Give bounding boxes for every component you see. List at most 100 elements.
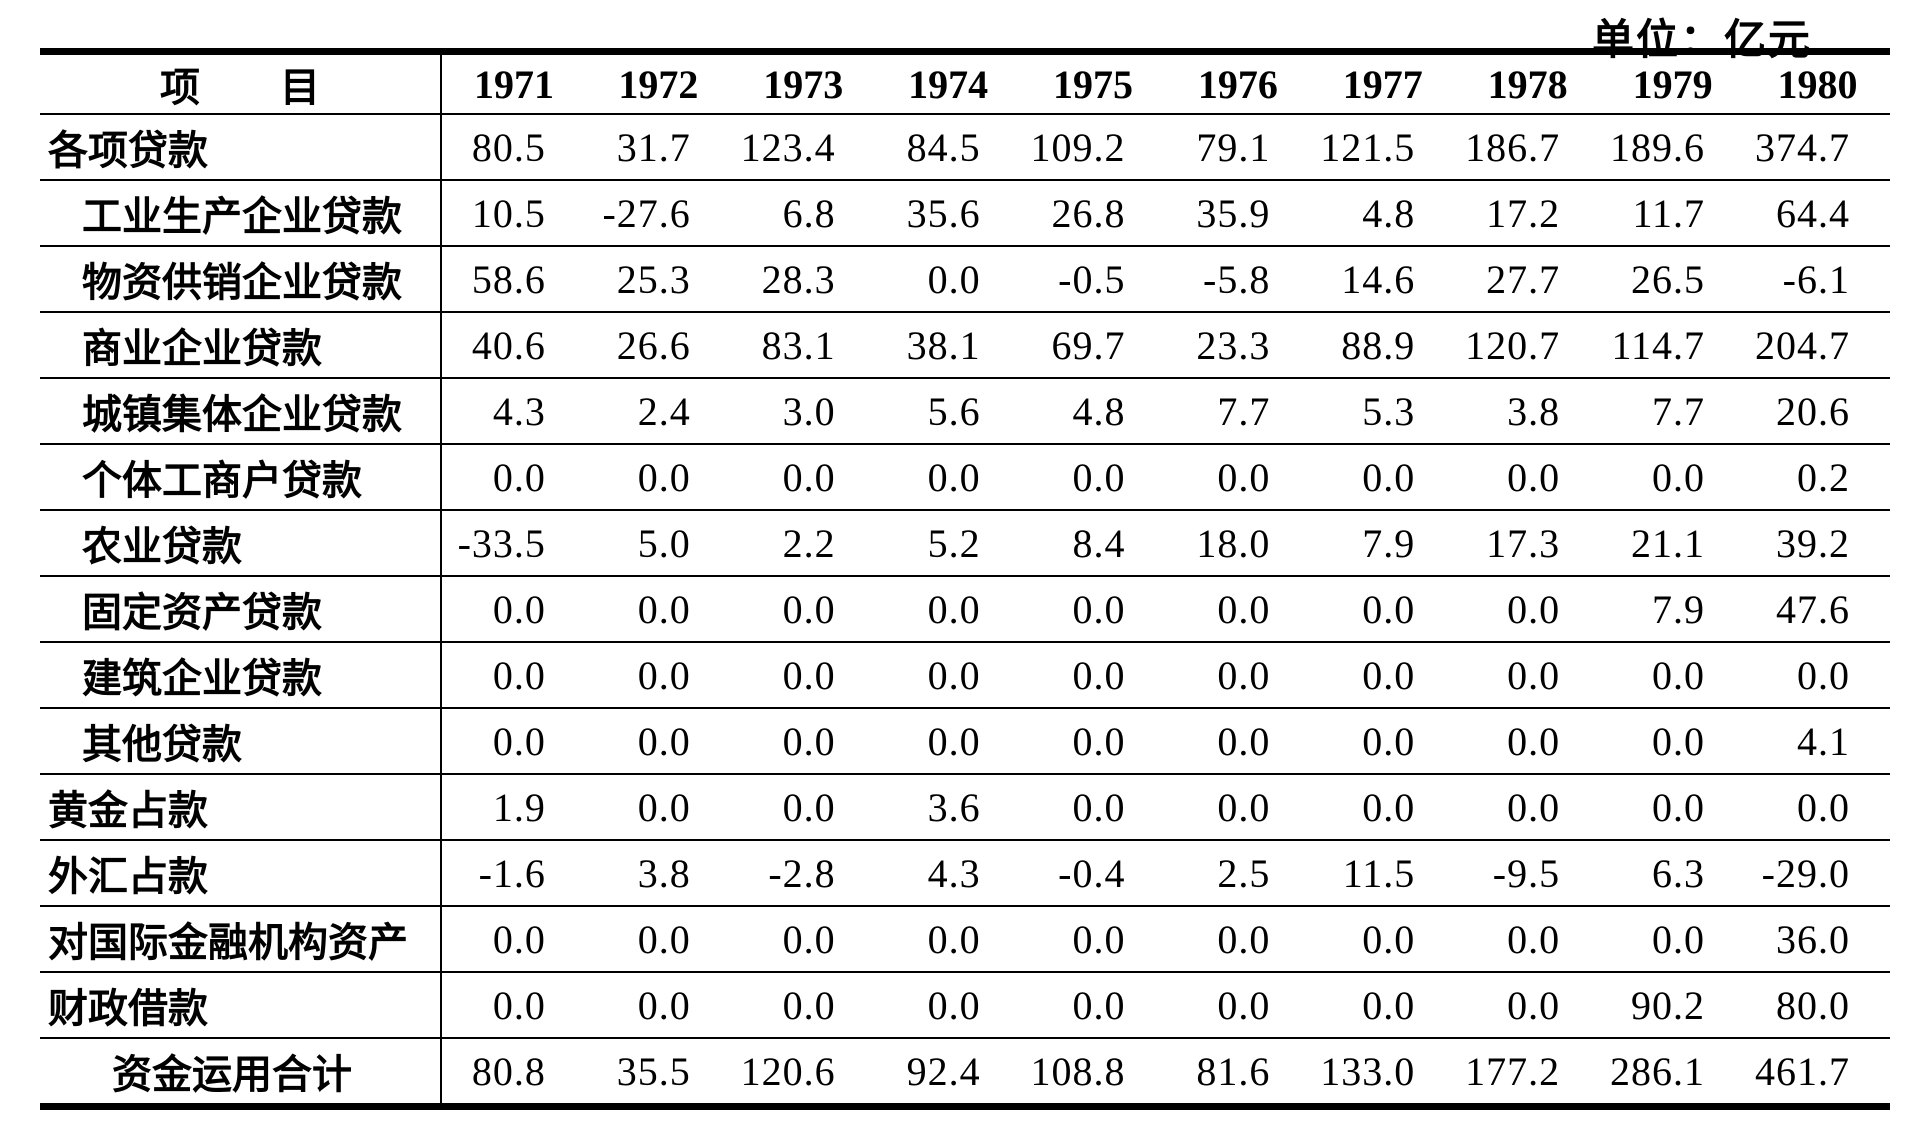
value-cell: 83.1 — [730, 312, 876, 379]
value-cell: 0.0 — [730, 774, 876, 841]
value-cell: 0.0 — [1310, 972, 1456, 1039]
value-cell: 64.4 — [1745, 180, 1890, 247]
value-cell: 123.4 — [730, 114, 876, 181]
value-cell: 0.0 — [585, 774, 731, 841]
value-cell: -33.5 — [441, 510, 586, 577]
value-cell: 0.0 — [1455, 576, 1601, 643]
value-cell: 0.0 — [1600, 774, 1746, 841]
value-cell: 20.6 — [1745, 378, 1890, 445]
item-column-header: 项 目 — [40, 51, 442, 115]
value-cell: 374.7 — [1745, 114, 1890, 181]
table-row: 工业生产企业贷款 10.5 -27.6 6.8 35.6 26.8 35.9 4.8 17.2 1… — [40, 180, 1890, 247]
value-cell: 0.0 — [1455, 444, 1601, 511]
row-label: 黄金占款 — [40, 774, 442, 841]
value-cell: 0.0 — [441, 576, 586, 643]
table-row: 物资供销企业贷款 58.6 25.3 28.3 0.0 -0.5 -5.8 14.6 27.7 2… — [40, 246, 1890, 313]
table-row: 建筑企业贷款 0.0 0.0 0.0 0.0 0.0 0.0 0.0 0.0 0.0 0.0 — [40, 642, 1890, 709]
value-cell: 0.0 — [585, 642, 731, 709]
row-label: 资金运用合计 — [40, 1038, 442, 1108]
value-cell: 0.0 — [875, 642, 1021, 709]
row-label: 对国际金融机构资产 — [40, 906, 442, 973]
value-cell: 0.0 — [1165, 642, 1311, 709]
table-row: 个体工商户贷款 0.0 0.0 0.0 0.0 0.0 0.0 0.0 0.0 0.0 0.2 — [40, 444, 1890, 511]
value-cell: 58.6 — [441, 246, 586, 313]
table-row: 其他贷款 0.0 0.0 0.0 0.0 0.0 0.0 0.0 0.0 0.0 4.1 — [40, 708, 1890, 775]
value-cell: 121.5 — [1310, 114, 1456, 181]
value-cell: 0.0 — [1310, 774, 1456, 841]
value-cell: 0.0 — [1745, 642, 1890, 709]
row-label: 农业贷款 — [40, 510, 442, 577]
value-cell: 40.6 — [441, 312, 586, 379]
value-cell: 28.3 — [730, 246, 876, 313]
value-cell: 3.6 — [875, 774, 1021, 841]
value-cell: -0.5 — [1020, 246, 1166, 313]
value-cell: 0.0 — [1310, 444, 1456, 511]
row-label: 建筑企业贷款 — [40, 642, 442, 709]
value-cell: 0.0 — [1745, 774, 1890, 841]
value-cell: 0.0 — [1020, 774, 1166, 841]
value-cell: 0.0 — [1455, 972, 1601, 1039]
value-cell: 0.0 — [1310, 708, 1456, 775]
value-cell: 7.9 — [1310, 510, 1456, 577]
value-cell: 3.8 — [585, 840, 731, 907]
table-row: 资金运用合计 80.8 35.5 120.6 92.4 108.8 81.6 133.0 177… — [40, 1038, 1890, 1108]
value-cell: 7.7 — [1600, 378, 1746, 445]
table-row: 对国际金融机构资产 0.0 0.0 0.0 0.0 0.0 0.0 0.0 0.0 0.0 36.0 — [40, 906, 1890, 973]
value-cell: 0.0 — [441, 444, 586, 511]
year-column-header: 1978 — [1455, 51, 1601, 115]
value-cell: 0.2 — [1745, 444, 1890, 511]
year-column-header: 1976 — [1165, 51, 1311, 115]
value-cell: 26.5 — [1600, 246, 1746, 313]
value-cell: 133.0 — [1310, 1038, 1456, 1108]
value-cell: 0.0 — [1020, 906, 1166, 973]
value-cell: 0.0 — [1310, 576, 1456, 643]
value-cell: 5.3 — [1310, 378, 1456, 445]
year-column-header: 1979 — [1600, 51, 1746, 115]
value-cell: -1.6 — [441, 840, 586, 907]
table-row: 外汇占款 -1.6 3.8 -2.8 4.3 -0.4 2.5 11.5 -9.5 6.3 -29.… — [40, 840, 1890, 907]
value-cell: 3.0 — [730, 378, 876, 445]
value-cell: 11.5 — [1310, 840, 1456, 907]
table-row: 商业企业贷款 40.6 26.6 83.1 38.1 69.7 23.3 88.9 120.7 1… — [40, 312, 1890, 379]
value-cell: 8.4 — [1020, 510, 1166, 577]
value-cell: 0.0 — [585, 708, 731, 775]
year-column-header: 1974 — [875, 51, 1021, 115]
value-cell: 0.0 — [1165, 708, 1311, 775]
value-cell: -9.5 — [1455, 840, 1601, 907]
value-cell: 0.0 — [875, 246, 1021, 313]
value-cell: 0.0 — [1165, 906, 1311, 973]
value-cell: 2.5 — [1165, 840, 1311, 907]
row-label: 城镇集体企业贷款 — [40, 378, 442, 445]
value-cell: 84.5 — [875, 114, 1021, 181]
value-cell: 7.7 — [1165, 378, 1311, 445]
value-cell: 4.3 — [441, 378, 586, 445]
value-cell: 5.0 — [585, 510, 731, 577]
value-cell: 0.0 — [730, 642, 876, 709]
value-cell: 0.0 — [730, 708, 876, 775]
value-cell: 0.0 — [1020, 576, 1166, 643]
value-cell: 35.5 — [585, 1038, 731, 1108]
value-cell: 0.0 — [1020, 972, 1166, 1039]
value-cell: 23.3 — [1165, 312, 1311, 379]
value-cell: -0.4 — [1020, 840, 1166, 907]
value-cell: 4.3 — [875, 840, 1021, 907]
value-cell: 0.0 — [1020, 642, 1166, 709]
value-cell: 14.6 — [1310, 246, 1456, 313]
value-cell: 0.0 — [441, 708, 586, 775]
row-label: 个体工商户贷款 — [40, 444, 442, 511]
value-cell: 0.0 — [1165, 774, 1311, 841]
value-cell: 3.8 — [1455, 378, 1601, 445]
value-cell: 461.7 — [1745, 1038, 1890, 1108]
value-cell: 120.7 — [1455, 312, 1601, 379]
value-cell: 0.0 — [1455, 708, 1601, 775]
value-cell: 0.0 — [1165, 972, 1311, 1039]
value-cell: 81.6 — [1165, 1038, 1311, 1108]
value-cell: 36.0 — [1745, 906, 1890, 973]
value-cell: 6.3 — [1600, 840, 1746, 907]
value-cell: -27.6 — [585, 180, 731, 247]
value-cell: 0.0 — [1020, 708, 1166, 775]
value-cell: 2.4 — [585, 378, 731, 445]
value-cell: 0.0 — [875, 906, 1021, 973]
value-cell: 7.9 — [1600, 576, 1746, 643]
value-cell: 27.7 — [1455, 246, 1601, 313]
